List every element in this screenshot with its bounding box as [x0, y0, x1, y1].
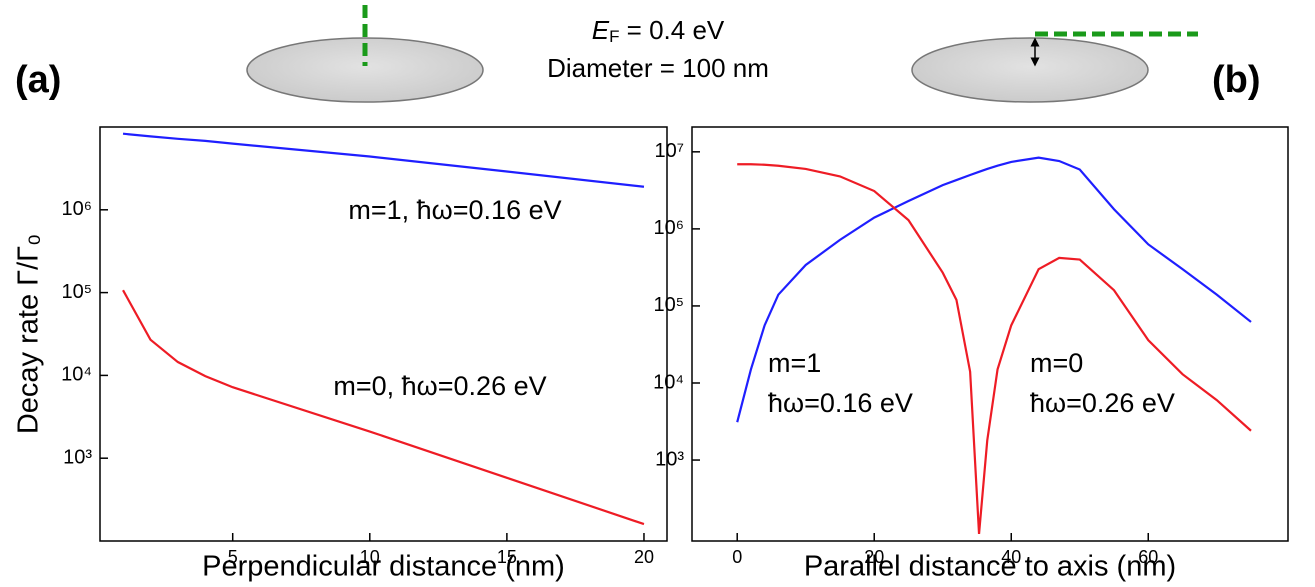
y-tick-label: 10⁴ [61, 364, 92, 386]
y-tick-label: 10⁵ [653, 294, 684, 316]
annotation: m=1 [768, 348, 821, 378]
y-tick-label: 10⁵ [61, 281, 92, 303]
series-line [122, 289, 645, 526]
x-tick-label: 10 [360, 547, 380, 567]
y-tick-label: 10⁷ [655, 140, 684, 162]
plot-frame [691, 126, 1289, 542]
x-tick-label: 60 [1138, 547, 1158, 567]
disk [911, 37, 1149, 103]
y-tick-label: 10⁶ [62, 198, 92, 220]
annotation: ħω=0.16 eV [768, 388, 913, 418]
annotation: m=1, ħω=0.16 eV [348, 195, 561, 225]
series-line [736, 156, 1252, 423]
series-line [122, 132, 645, 188]
x-tick-label: 20 [864, 547, 884, 567]
x-tick-label: 0 [732, 547, 742, 567]
y-axis-label: Decay rate Γ/Γ₀ [13, 234, 45, 434]
x-axis-label: Parallel distance to axis (nm) [804, 551, 1176, 583]
value: = 0.4 eV [619, 15, 724, 45]
x-tick-label: 15 [497, 547, 517, 567]
y-tick-label: 10⁶ [654, 217, 684, 239]
disk [246, 37, 484, 103]
panel-label: (b) [1212, 59, 1261, 101]
x-tick-label: 40 [1001, 547, 1021, 567]
y-tick-label: 10³ [63, 446, 92, 468]
annotation: ħω=0.26 eV [1030, 388, 1175, 418]
plot-frame [99, 126, 668, 542]
annotation: m=0, ħω=0.26 eV [333, 371, 546, 401]
diameter: Diameter = 100 nm [547, 53, 769, 83]
symbol: E [592, 15, 610, 45]
x-axis-label: Perpendicular distance (nm) [202, 551, 565, 583]
annotation: m=0 [1030, 348, 1083, 378]
y-tick-label: 10³ [655, 448, 684, 470]
x-tick-label: 5 [228, 547, 238, 567]
series-line [737, 163, 1252, 535]
panel-label: (a) [15, 59, 61, 101]
fermi-energy: EF = 0.4 eV [592, 15, 725, 47]
subscript: F [609, 27, 619, 46]
x-tick-label: 20 [634, 547, 654, 567]
y-tick-label: 10⁴ [653, 371, 684, 393]
